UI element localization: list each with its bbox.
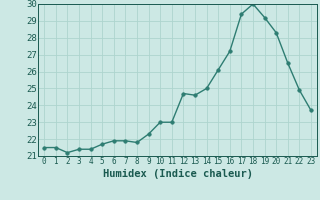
X-axis label: Humidex (Indice chaleur): Humidex (Indice chaleur) bbox=[103, 169, 252, 179]
